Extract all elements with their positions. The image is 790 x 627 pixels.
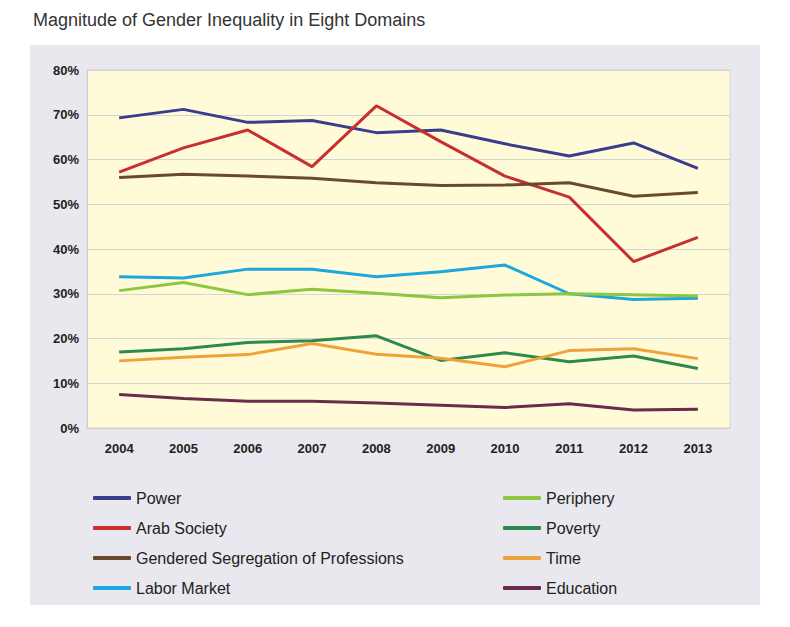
svg-text:2013: 2013 [683,441,712,456]
svg-text:2007: 2007 [298,441,327,456]
svg-text:Labor Market: Labor Market [136,580,231,597]
svg-text:2010: 2010 [490,441,519,456]
svg-text:Poverty: Poverty [546,520,600,537]
svg-text:Time: Time [546,550,581,567]
svg-text:10%: 10% [53,376,79,391]
svg-text:20%: 20% [53,331,79,346]
svg-text:Gendered Segregation of Profes: Gendered Segregation of Professions [136,550,404,567]
svg-text:2005: 2005 [169,441,198,456]
svg-text:Periphery: Periphery [546,490,614,507]
svg-text:40%: 40% [53,242,79,257]
svg-text:Power: Power [136,490,182,507]
svg-text:2006: 2006 [233,441,262,456]
svg-text:2012: 2012 [619,441,648,456]
svg-text:Magnitude of Gender Inequality: Magnitude of Gender Inequality in Eight … [33,10,425,30]
svg-text:60%: 60% [53,152,79,167]
svg-text:2011: 2011 [555,441,583,456]
svg-text:50%: 50% [53,197,79,212]
svg-text:30%: 30% [53,286,79,301]
svg-text:0%: 0% [60,421,79,436]
svg-text:2004: 2004 [105,441,135,456]
svg-text:70%: 70% [53,107,79,122]
svg-text:2009: 2009 [426,441,455,456]
svg-text:Arab Society: Arab Society [136,520,227,537]
svg-text:Education: Education [546,580,617,597]
svg-text:2008: 2008 [362,441,391,456]
svg-text:80%: 80% [53,63,79,78]
